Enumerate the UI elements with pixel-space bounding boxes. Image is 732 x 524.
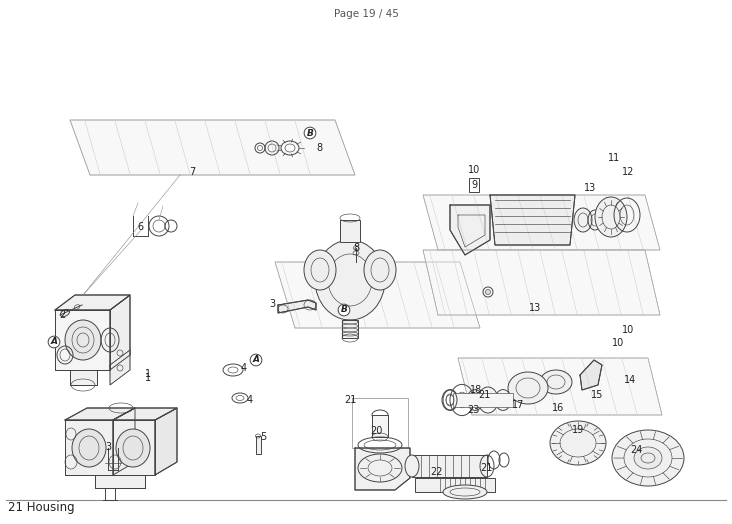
Polygon shape (110, 295, 130, 370)
Bar (342, 320, 358, 338)
Polygon shape (70, 370, 97, 385)
Ellipse shape (550, 421, 606, 465)
Text: 17: 17 (512, 400, 524, 410)
Polygon shape (113, 408, 135, 475)
Text: 9: 9 (471, 180, 477, 190)
Text: 18: 18 (470, 385, 482, 395)
Text: 13: 13 (584, 183, 596, 193)
Text: 5: 5 (260, 432, 266, 442)
Text: 12: 12 (621, 167, 634, 177)
Polygon shape (423, 195, 660, 250)
Text: 16: 16 (552, 403, 564, 413)
Ellipse shape (405, 455, 419, 477)
Polygon shape (278, 300, 316, 313)
Polygon shape (113, 420, 155, 475)
Text: 19: 19 (572, 425, 584, 435)
Text: 10: 10 (468, 165, 480, 175)
Ellipse shape (508, 372, 548, 404)
Text: 4: 4 (241, 363, 247, 373)
Polygon shape (580, 360, 602, 390)
Ellipse shape (72, 429, 106, 467)
Text: 6: 6 (137, 222, 143, 232)
Ellipse shape (540, 370, 572, 394)
Bar (340, 220, 360, 242)
Text: B: B (340, 305, 348, 314)
Text: 3: 3 (105, 442, 111, 452)
Ellipse shape (116, 429, 150, 467)
Text: 22: 22 (430, 467, 444, 477)
Ellipse shape (443, 485, 487, 499)
Text: 21: 21 (479, 463, 492, 473)
Text: 23: 23 (467, 405, 479, 415)
Polygon shape (70, 120, 355, 175)
Bar (372, 415, 388, 437)
Polygon shape (355, 448, 410, 490)
Polygon shape (55, 310, 110, 370)
Text: Page 19 / 45: Page 19 / 45 (334, 9, 398, 19)
Text: 1: 1 (145, 373, 151, 383)
Ellipse shape (634, 447, 662, 469)
Text: 7: 7 (189, 167, 195, 177)
Text: 8: 8 (353, 243, 359, 253)
Ellipse shape (315, 240, 385, 320)
Text: 13: 13 (529, 303, 541, 313)
Bar (415, 478, 495, 492)
Text: 20: 20 (370, 426, 382, 436)
Text: 1: 1 (145, 369, 151, 379)
Polygon shape (65, 408, 135, 420)
Polygon shape (490, 195, 575, 245)
Ellipse shape (485, 289, 490, 294)
Polygon shape (450, 205, 490, 255)
Ellipse shape (595, 197, 627, 237)
Polygon shape (275, 262, 480, 328)
Bar (453, 393, 513, 407)
Text: 21 Housing: 21 Housing (8, 501, 75, 515)
Text: 15: 15 (591, 390, 603, 400)
Text: 21: 21 (478, 390, 490, 400)
Text: A: A (253, 355, 260, 365)
Polygon shape (155, 408, 177, 475)
Text: 4: 4 (247, 395, 253, 405)
Ellipse shape (612, 430, 684, 486)
Ellipse shape (364, 250, 396, 290)
Text: 14: 14 (624, 375, 636, 385)
Text: 8: 8 (316, 143, 322, 153)
Text: A: A (51, 337, 58, 346)
Text: 11: 11 (608, 153, 620, 163)
Text: 10: 10 (622, 325, 634, 335)
Text: 2: 2 (59, 310, 65, 320)
Polygon shape (95, 475, 145, 488)
Text: 10: 10 (612, 338, 624, 348)
Polygon shape (458, 358, 662, 415)
Text: 3: 3 (269, 299, 275, 309)
Ellipse shape (65, 320, 101, 360)
Polygon shape (110, 350, 130, 385)
Polygon shape (65, 420, 113, 475)
Bar (412, 455, 487, 477)
Text: 21: 21 (344, 395, 356, 405)
Polygon shape (423, 250, 660, 315)
Ellipse shape (304, 250, 336, 290)
Polygon shape (113, 408, 177, 420)
Ellipse shape (358, 454, 402, 482)
Polygon shape (55, 295, 130, 310)
Ellipse shape (574, 208, 592, 232)
Text: B: B (307, 128, 313, 137)
Text: 24: 24 (630, 445, 642, 455)
Bar (256, 436, 261, 454)
